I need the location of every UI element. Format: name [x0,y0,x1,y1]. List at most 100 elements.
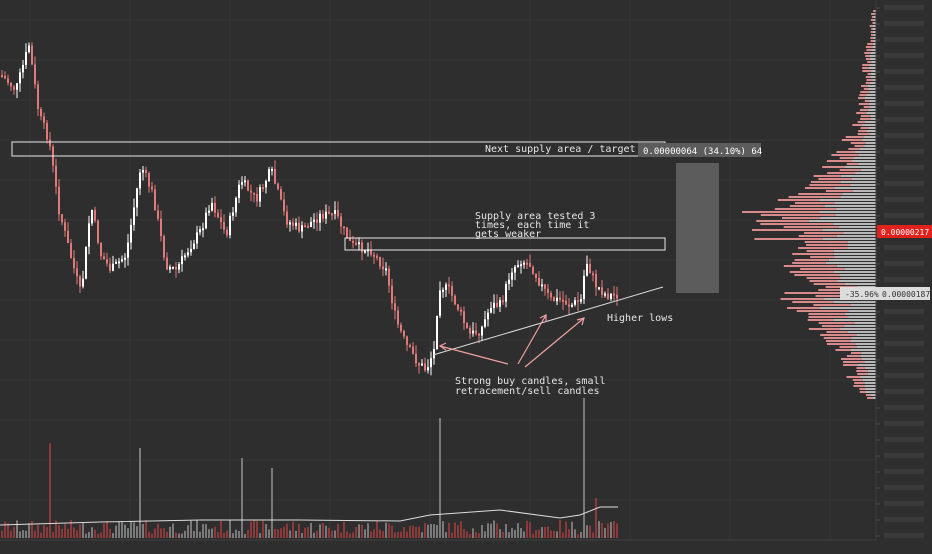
volume-bar [223,532,225,538]
volume-profile-bar [867,370,876,372]
supply-area-tested-box [344,237,666,251]
volume-bar [580,531,582,538]
volume-bar [505,524,507,538]
price-tick-label-placeholder [884,309,924,314]
volume-bar [148,531,150,538]
volume-bar [418,526,420,538]
volume-profile-bar [841,358,862,360]
volume-bar [520,528,522,538]
volume-profile-bar [860,127,869,129]
volume-profile-bar [866,112,876,114]
volume-bar [367,523,369,538]
volume-bar [358,524,360,538]
volume-profile-bar [850,142,866,144]
candle [355,242,357,245]
candle [139,172,141,189]
volume-profile-bar [865,55,870,57]
volume-profile-bar [846,355,861,357]
volume-profile-bar [794,259,829,261]
volume-bar [277,529,279,538]
volume-profile-bar [818,322,855,324]
volume-bar [115,525,117,538]
volume-profile-bar [820,334,857,336]
volume-profile-bar [760,223,834,225]
volume-profile-bar [839,169,861,171]
price-tick-label-placeholder [884,453,924,458]
volume-bar [469,533,471,538]
volume-profile-bar [754,238,824,240]
volume-profile-bar [789,271,834,273]
volume-profile-bar [852,379,863,381]
volume-profile-bar [867,73,871,75]
volume-profile-bar [850,352,862,354]
volume-profile-bar [863,106,870,108]
price-tick-label-placeholder [884,325,924,330]
candle [10,82,12,87]
candle [502,300,504,303]
measure-tool-box [676,163,719,293]
volume-profile-bar [806,250,834,252]
volume-profile-bar [810,181,841,183]
candle [226,229,228,236]
volume-bar [16,520,18,538]
annotation-arrows [438,314,585,368]
volume-profile-bar [777,199,820,201]
volume-bar [295,530,297,538]
volume-bar [136,526,138,538]
volume-profile-bar [826,343,856,345]
volume-profile-bar [864,52,871,54]
candle [493,302,495,308]
volume-bar [25,530,27,538]
candle [475,330,477,334]
volume-bar [61,528,63,538]
volume-bar [85,533,87,538]
volume-bar [499,529,501,538]
volume-profile-bar [869,58,876,60]
price-tick-label-placeholder [884,117,924,122]
volume-bar [184,530,186,538]
volume-bar [448,522,450,538]
volume-bar [142,523,144,538]
volume-bar [208,529,210,538]
candle [199,229,201,233]
volume-profile-bar [834,202,876,204]
volume-profile-bar [860,118,871,120]
volume-bar [31,521,33,538]
volume-bar [241,458,243,538]
candle [28,45,30,53]
price-tick-label-placeholder [884,357,924,362]
volume-bar [283,526,285,538]
volume-profile-bar [872,31,876,33]
volume-bar [49,443,51,538]
volume-profile-bar [835,349,851,351]
volume-profile-bar [865,142,876,144]
candle [409,344,411,347]
volume-bar [421,532,423,538]
volume-profile-bar [858,97,865,99]
candle [100,242,102,257]
volume-bar [154,528,156,538]
volume-bar [487,523,489,538]
volume-profile-bar [852,160,876,162]
volume-bar [523,531,525,538]
volume-bar [139,448,141,538]
candle [574,300,576,305]
candle [592,273,594,276]
volume-bar [250,521,252,538]
annotation-higher-lows: Higher lows [607,313,673,324]
price-tick-label-placeholder [884,437,924,442]
volume-bar [79,524,81,538]
candle [232,212,234,216]
volume-bar [517,523,519,538]
volume-profile-bar [874,13,876,15]
candle [301,225,303,232]
volume-bar [538,529,540,538]
volume-profile-bar [800,268,845,270]
volume-profile-bar [848,316,876,318]
volume-profile-bar [825,190,853,192]
volume-bar [589,525,591,538]
candle [343,226,345,229]
volume-bar [307,527,309,538]
volume-profile-bar [872,43,876,45]
volume-profile-bar [856,334,876,336]
